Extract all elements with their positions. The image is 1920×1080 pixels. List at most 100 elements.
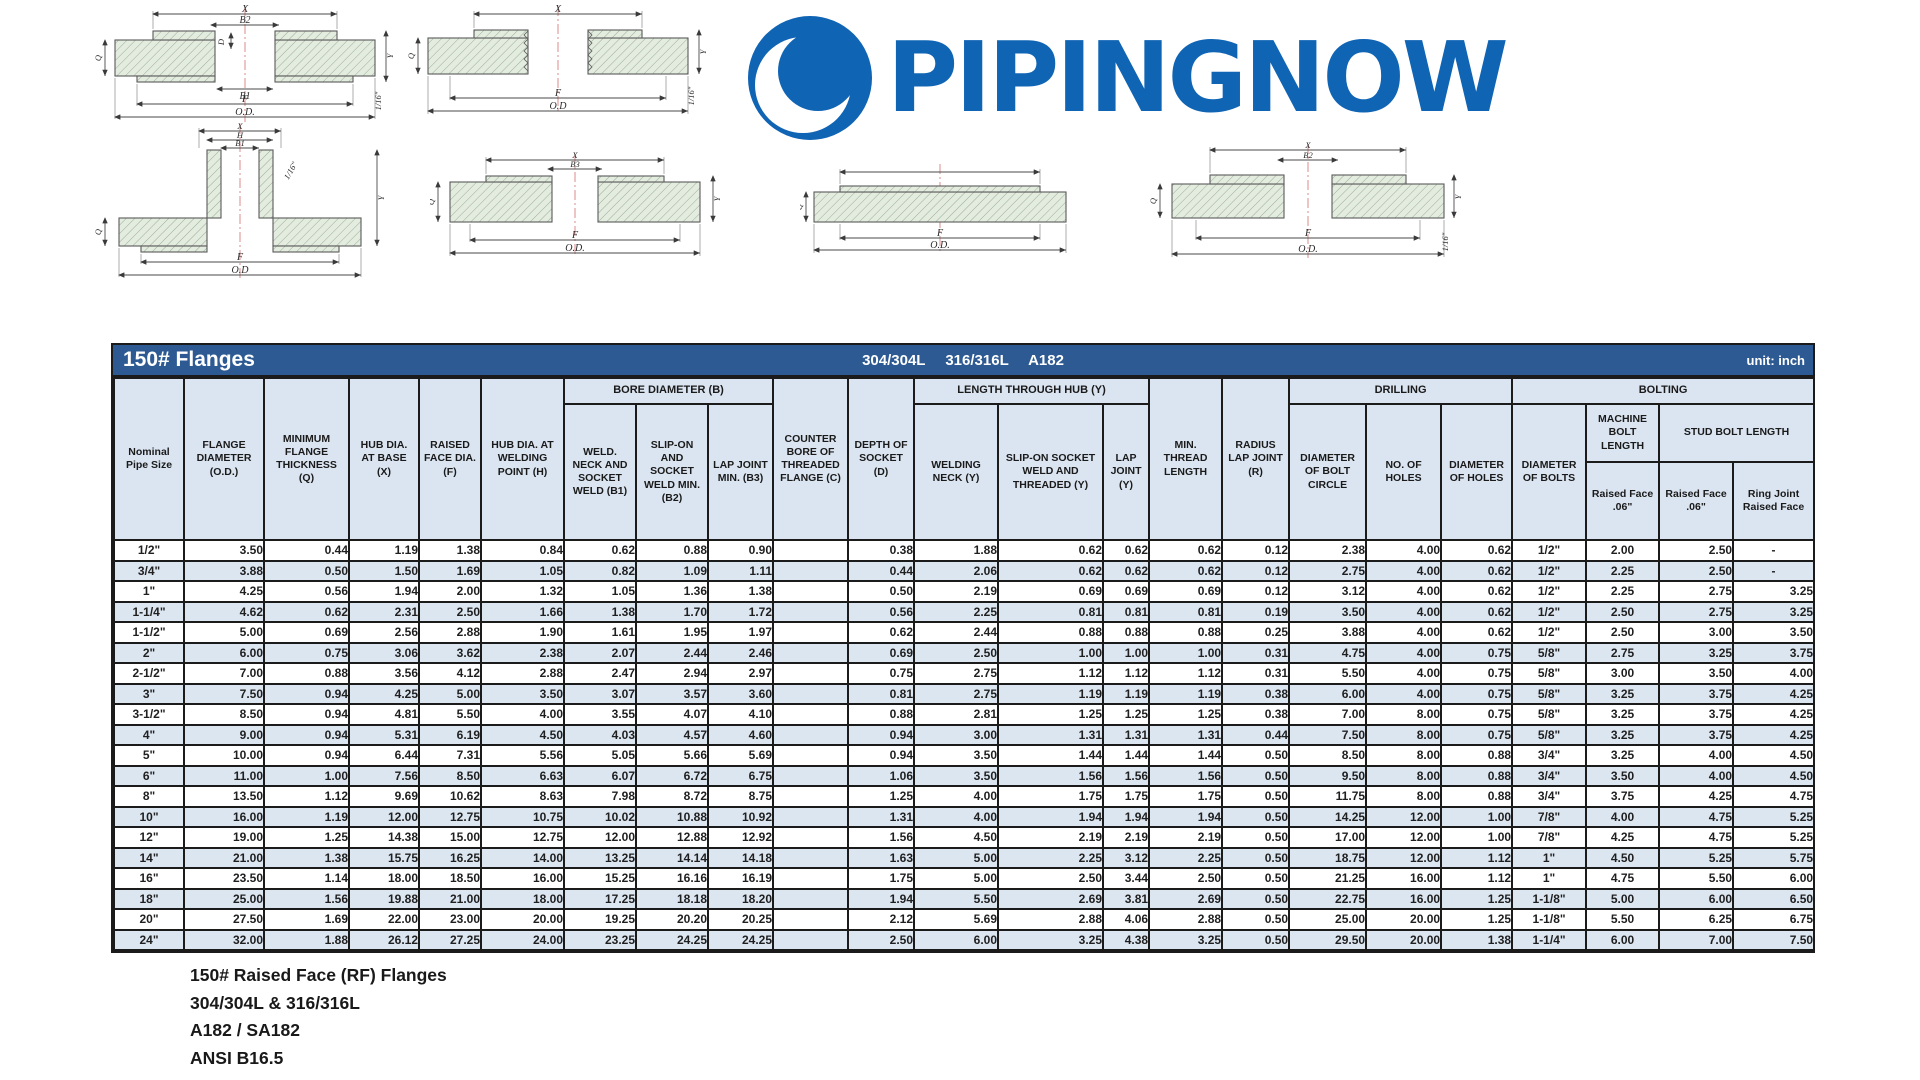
cell: 0.88 [1440,744,1514,767]
cell: 0.94 [847,744,916,767]
cell: 26.12 [348,928,420,951]
cell: 3.07 [563,682,637,705]
cell: 5.50 [418,703,482,726]
cell: 0.44 [847,559,916,582]
group-length-through-hub: LENGTH THROUGH HUB (Y) [913,377,1151,405]
cell: 1/2" [1511,621,1588,644]
cell [772,805,850,828]
cell: 0.84 [480,539,565,562]
cell: 4.75 [1658,826,1735,849]
cell: 3.56 [348,662,420,685]
cell: 0.50 [1221,764,1291,787]
cell: 4.75 [1585,867,1661,890]
cell [772,826,850,849]
cell: 24.25 [635,928,709,951]
cell [772,580,850,603]
cell: 4.25 [1585,826,1661,849]
dim-label-x: X [236,122,243,131]
cell: 2.00 [418,580,482,603]
dim-label-x: X [1304,142,1311,150]
cell: 1.94 [997,805,1105,828]
cell: 0.81 [1148,600,1224,623]
col-slip-on-threaded: SLIP-ON SOCKET WELD AND THREADED (Y) [997,403,1105,541]
table-row: 3" 7.50 0.94 4.25 5.00 3.50 3.07 3.57 3.60 0.81 2.… [113,682,1816,705]
cell: 3.88 [1288,621,1368,644]
cell: 3.25 [1585,703,1661,726]
cell: 16.00 [183,805,265,828]
cell: 0.12 [1221,539,1291,562]
cell: 2.25 [997,846,1105,869]
cell: 1.19 [348,539,420,562]
cell: 0.62 [997,559,1105,582]
cell: 0.69 [847,641,916,664]
cell: 4.07 [635,703,709,726]
table-row: 1-1/2" 5.00 0.69 2.56 2.88 1.90 1.61 1.95 1.97 0.… [113,621,1816,644]
cell: 2.75 [913,662,1000,685]
cell: 12.00 [348,805,420,828]
cell: 0.62 [1102,559,1151,582]
cell: 32.00 [183,928,265,951]
cell: 25.00 [183,887,265,910]
cell: 8.00 [1365,744,1443,767]
cell: 20" [113,908,185,931]
cell: 1.75 [997,785,1105,808]
cell: 16.00 [1365,887,1443,910]
cell: 1.44 [1148,744,1224,767]
cell: 2.25 [1585,580,1661,603]
table-row: 2" 6.00 0.75 3.06 3.62 2.38 2.07 2.44 2.46 0.69 2.… [113,641,1816,664]
dim-label-od: O.D [232,265,250,276]
cell: 5.31 [348,723,420,746]
cell: 5.69 [706,744,775,767]
cell: 7.00 [183,662,265,685]
cell: 3.25 [1585,682,1661,705]
footer-line-3: A182 / SA182 [190,1020,300,1040]
cell: 1.25 [1440,887,1514,910]
cell: 2.19 [1102,826,1151,849]
table-title: 150# Flanges [123,348,255,371]
cell: 20.00 [1365,928,1443,951]
cell: 1.05 [563,580,637,603]
cell: 1.25 [1440,908,1514,931]
cell: 1.66 [480,600,565,623]
cell: 2.47 [563,662,637,685]
cell [772,744,850,767]
cell: 1.36 [635,580,709,603]
cell [772,621,850,644]
cell: 20.20 [635,908,709,931]
cell: 14.25 [1288,805,1368,828]
dim-label-q: Q [1148,198,1158,204]
cell: 0.50 [1221,887,1291,910]
cell: 0.88 [1440,785,1514,808]
slip-on-flange-diagram: X B3 F O.D. Q Y [430,152,720,256]
cell: 0.62 [1440,559,1514,582]
cell: 0.62 [1440,600,1514,623]
cell: 2.69 [997,887,1105,910]
table-row: 14" 21.00 1.38 15.75 16.25 14.00 13.25 14.14 14.… [113,846,1816,869]
cell: 1.00 [1440,826,1514,849]
cell: 12.75 [480,826,565,849]
cell: 4.00 [913,805,1000,828]
cell: 21.25 [1288,867,1368,890]
cell: 4.00 [913,785,1000,808]
cell: 2.75 [1658,580,1735,603]
cell: 18.50 [418,867,482,890]
cell: 6.00 [1732,867,1816,890]
cell: 4.00 [1365,641,1443,664]
group-bore-diameter: BORE DIAMETER (B) [562,377,775,405]
cell: 1.56 [847,826,916,849]
cell: 22.00 [348,908,420,931]
cell: 1.12 [1440,867,1514,890]
cell: 19.00 [183,826,265,849]
cell: 1" [1511,867,1588,890]
cell: 16" [113,867,185,890]
cell: 0.50 [1221,908,1291,931]
cell: 1.75 [1148,785,1224,808]
cell: 3.57 [635,682,709,705]
cell: 2.75 [1585,641,1661,664]
cell: 5.25 [1658,846,1735,869]
cell: 3.55 [563,703,637,726]
dim-label-f: F [1304,228,1312,239]
cell: 0.62 [847,621,916,644]
cell: 3.62 [418,641,482,664]
cell: 0.12 [1221,559,1291,582]
